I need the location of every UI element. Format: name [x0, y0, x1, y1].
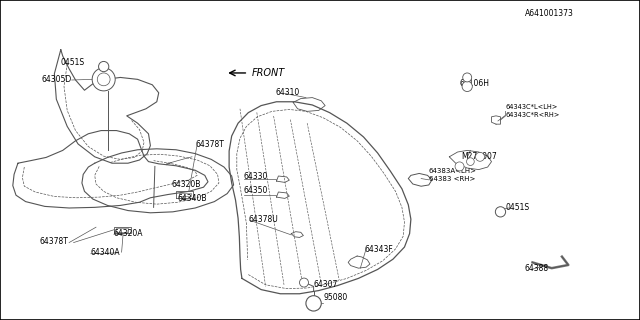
Text: 64378T: 64378T — [195, 140, 224, 148]
Circle shape — [97, 73, 110, 86]
Text: 64343C*R<RH>: 64343C*R<RH> — [506, 112, 560, 118]
Text: 64320B: 64320B — [172, 180, 201, 188]
Text: 64305D: 64305D — [42, 75, 72, 84]
Circle shape — [462, 81, 472, 92]
Text: 64378U: 64378U — [248, 215, 278, 224]
Text: 64310: 64310 — [275, 88, 300, 97]
Circle shape — [467, 158, 474, 165]
Text: 64378T: 64378T — [40, 237, 68, 246]
Circle shape — [476, 152, 484, 161]
Text: 64340A: 64340A — [91, 248, 120, 257]
Text: M270007: M270007 — [461, 152, 497, 161]
Circle shape — [495, 207, 506, 217]
Text: 64350: 64350 — [243, 186, 268, 195]
Text: 64343C*L<LH>: 64343C*L<LH> — [506, 104, 558, 110]
Circle shape — [306, 296, 321, 311]
Text: 95080: 95080 — [323, 293, 348, 302]
Text: FRONT: FRONT — [252, 68, 285, 78]
Text: A641001373: A641001373 — [525, 9, 573, 18]
Circle shape — [92, 68, 115, 91]
Circle shape — [463, 73, 472, 82]
Text: 64106H: 64106H — [460, 79, 490, 88]
Text: 64320A: 64320A — [114, 229, 143, 238]
Circle shape — [300, 278, 308, 287]
Circle shape — [455, 162, 464, 171]
Text: 64383 <RH>: 64383 <RH> — [429, 176, 475, 182]
Text: 64307: 64307 — [314, 280, 338, 289]
Text: 64388: 64388 — [525, 264, 549, 273]
Text: 64330: 64330 — [243, 172, 268, 180]
Text: 64340B: 64340B — [178, 194, 207, 203]
Circle shape — [99, 61, 109, 72]
Text: 64383A<LH>: 64383A<LH> — [429, 168, 477, 174]
Text: 64343F: 64343F — [365, 245, 394, 254]
Text: 0451S: 0451S — [506, 204, 530, 212]
Text: 0451S: 0451S — [61, 58, 85, 67]
